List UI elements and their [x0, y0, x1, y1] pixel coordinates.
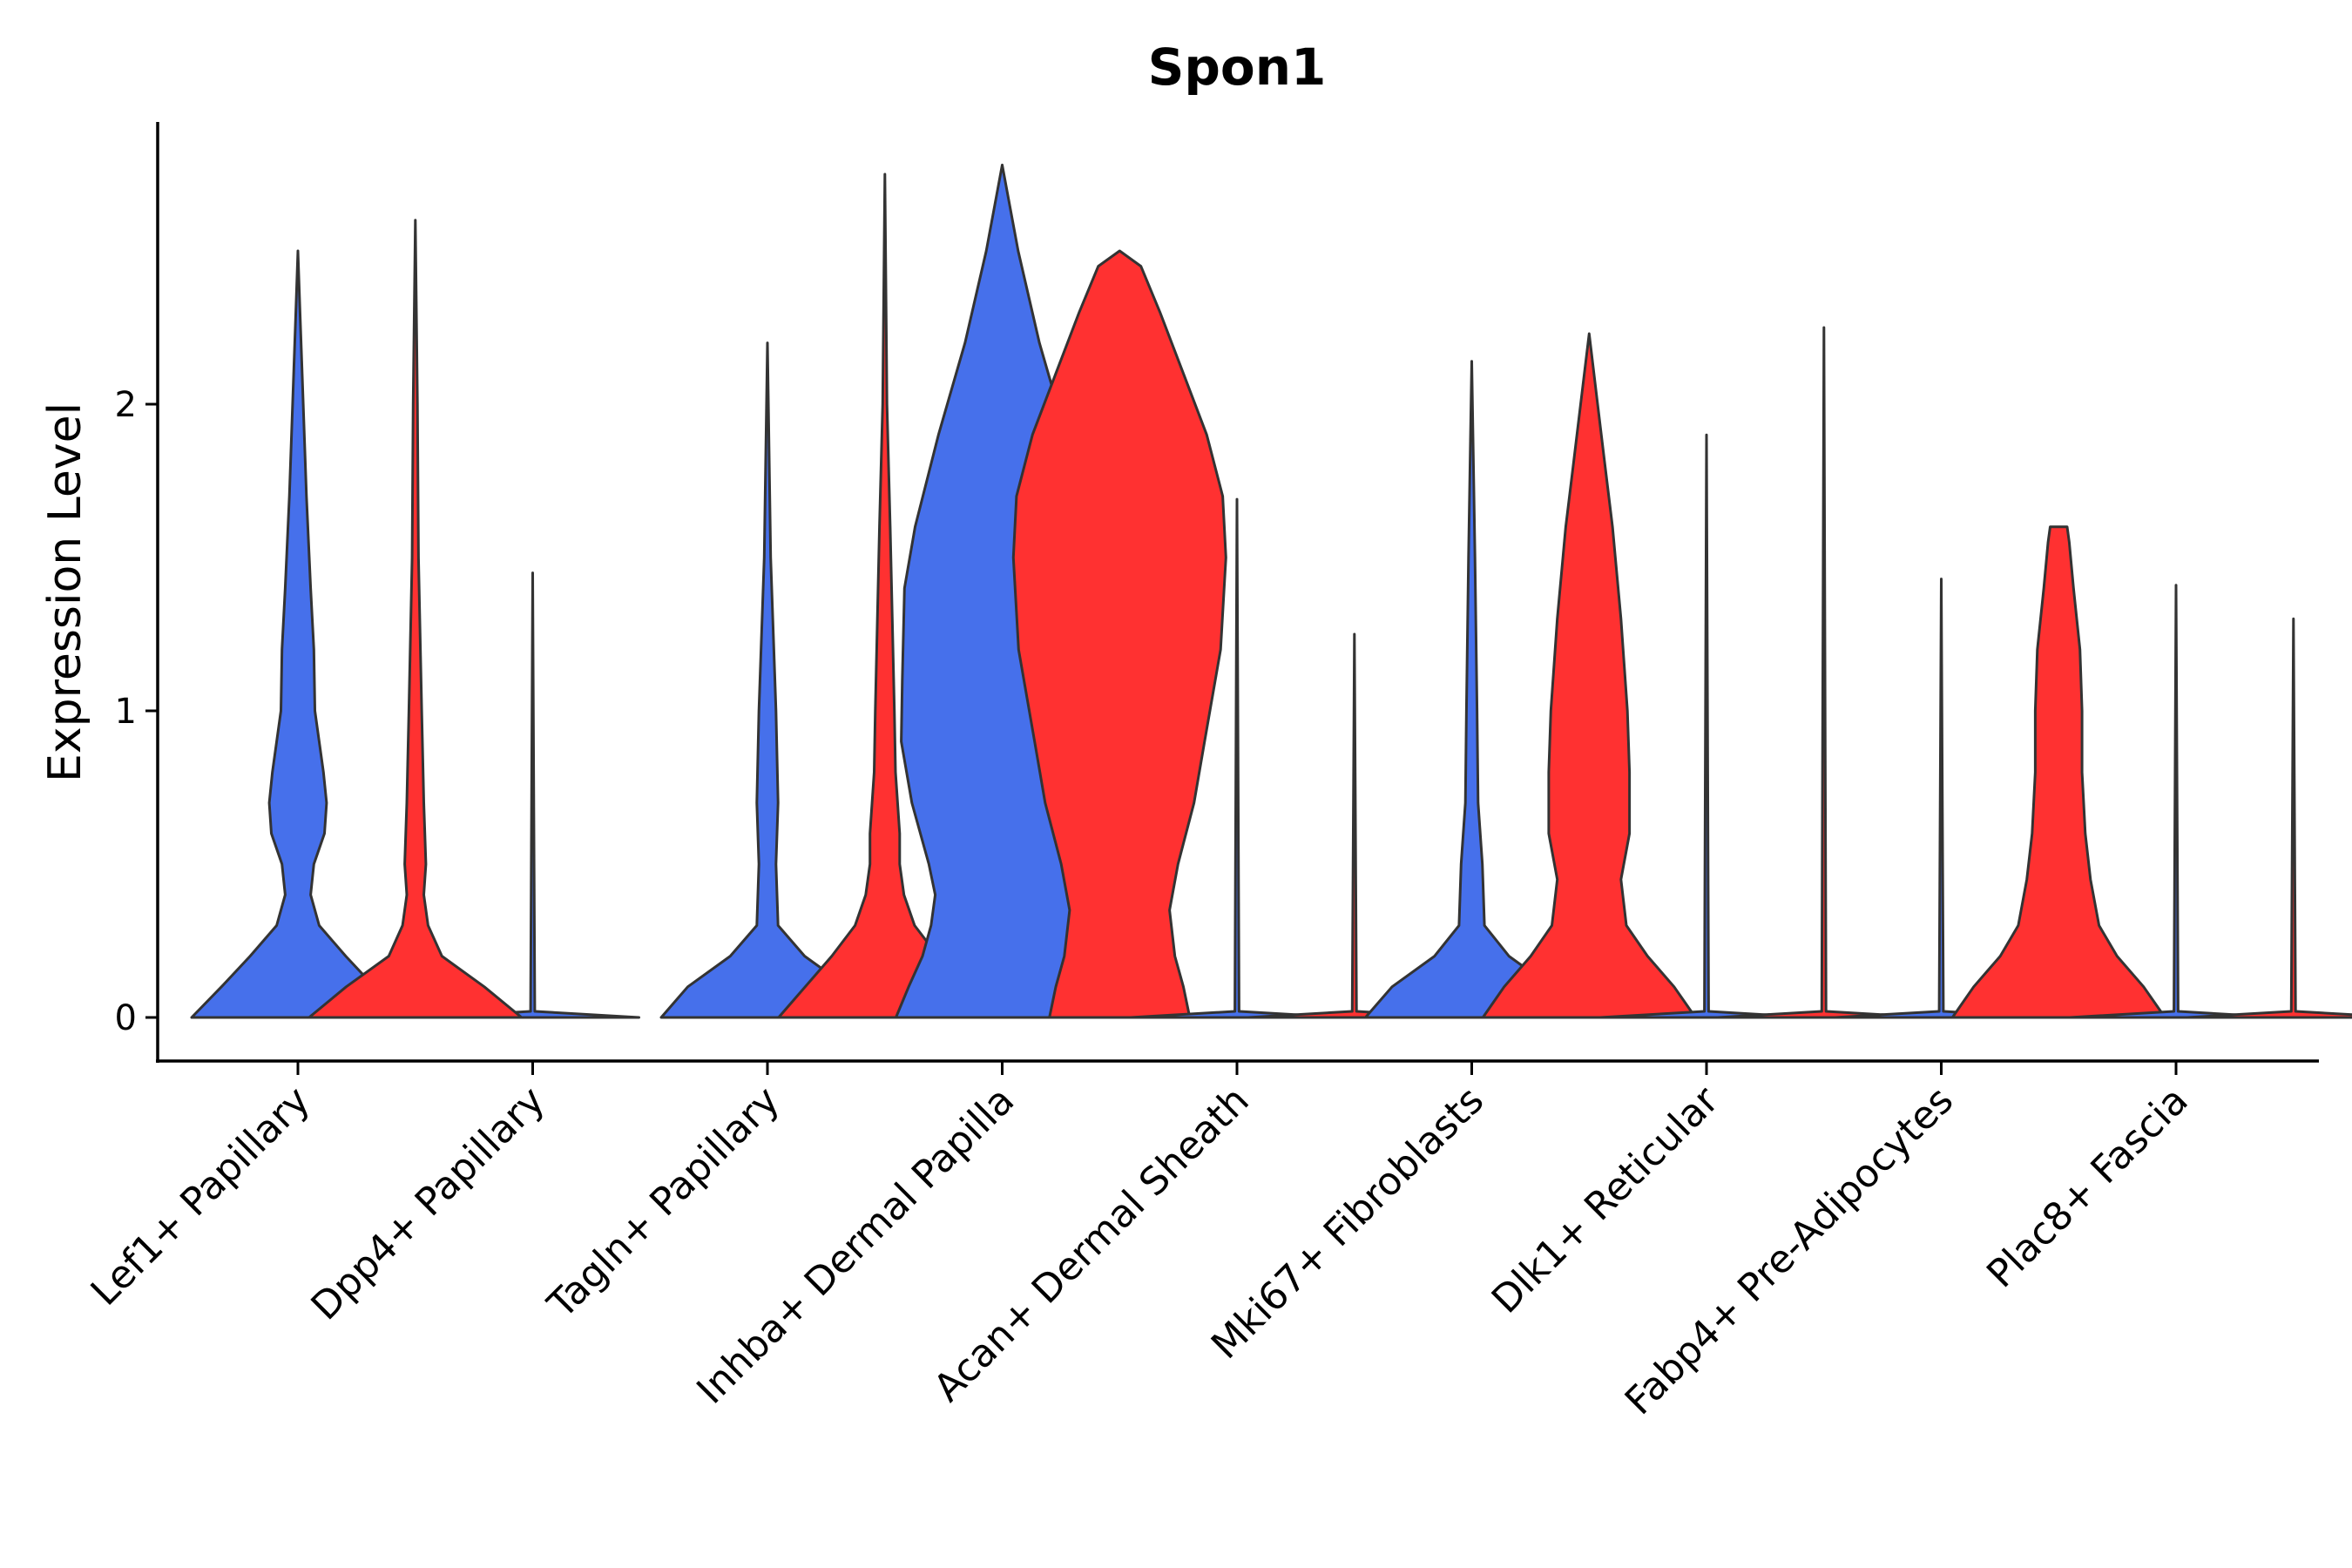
violin-blue-3: [659, 341, 875, 1019]
x-category-label: Dpp4+ Papillary: [303, 1078, 554, 1329]
violin-blue-7: [1129, 497, 1345, 1019]
violin-red-14: [1950, 525, 2166, 1019]
y-tick-label: 0: [115, 998, 137, 1038]
violin-blue-9: [1364, 360, 1579, 1019]
y-tick-label: 1: [115, 692, 137, 732]
x-category-label: Lef1+ Papillary: [83, 1078, 319, 1315]
violin-red-16: [2186, 617, 2352, 1019]
x-category-label: Plac8+ Fascia: [1978, 1078, 2197, 1297]
violin-red-4: [777, 172, 993, 1019]
violin-red-10: [1481, 332, 1697, 1019]
violin-blue-15: [2068, 584, 2284, 1019]
x-category-label: Tagln+ Papillary: [539, 1078, 788, 1328]
violin-blue-1: [425, 571, 640, 1019]
violin-red-2: [308, 219, 524, 1019]
y-tick-label: 2: [115, 385, 137, 425]
violin-blue-11: [1598, 433, 1815, 1019]
violin-red-12: [1716, 326, 1932, 1019]
violin-blue-0: [190, 249, 406, 1019]
x-category-label: Mki67+ Fibroblasts: [1203, 1078, 1492, 1368]
y-axis-label: Expression Level: [39, 402, 91, 782]
violins-layer: [190, 163, 2352, 1019]
x-category-label: Dlk1+ Reticular: [1484, 1078, 1728, 1322]
chart-title: Spon1: [1148, 37, 1327, 97]
violin-red-6: [1011, 249, 1227, 1019]
